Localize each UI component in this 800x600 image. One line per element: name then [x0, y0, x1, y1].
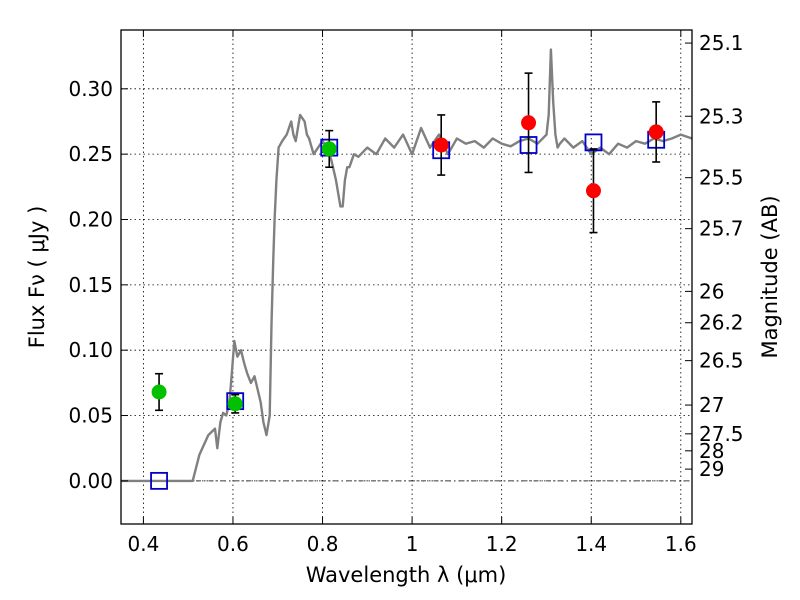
x-tick-label: 0.4: [127, 532, 159, 556]
x-tick-label: 1.2: [486, 532, 518, 556]
y2-tick-label: 25.1: [699, 31, 744, 55]
plot-frame: [120, 29, 693, 525]
y-tick-label: 0.00: [68, 469, 113, 493]
observed-flux-point: [151, 384, 167, 400]
observed-flux-point: [585, 183, 601, 199]
y2-tick-label: 28: [699, 439, 724, 463]
observed-flux-point: [648, 124, 664, 140]
x-tick-label: 0.8: [307, 532, 339, 556]
observed-flux-point: [521, 115, 537, 131]
x-tick-label: 1.4: [575, 532, 607, 556]
y2-tick-label: 26.2: [699, 311, 744, 335]
x-tick-label: 0.6: [217, 532, 249, 556]
y2-tick-label: 29: [699, 457, 724, 481]
y-tick-label: 0.30: [68, 77, 113, 101]
y2-tick-label: 26.5: [699, 349, 744, 373]
y-tick-label: 0.20: [68, 207, 113, 231]
x-tick-label: 1.6: [665, 532, 697, 556]
observed-flux-point: [227, 396, 243, 412]
axis-ticks: 0.4 0.6 0.8 1 1.2 1.4 1.6 0.00 0.05 0.10 0.15 0.20 0…: [68, 30, 744, 556]
y2-tick-label: 25.5: [699, 166, 744, 190]
x-tick-label: 1: [406, 532, 419, 556]
y-tick-label: 0.10: [68, 338, 113, 362]
y-tick-label: 0.25: [68, 142, 113, 166]
observed-flux-point: [433, 137, 449, 153]
y-tick-label: 0.15: [68, 273, 113, 297]
model-flux-square: [150, 471, 168, 490]
x-axis-label: Wavelength λ (μm): [306, 563, 507, 587]
y2-tick-label: 25.7: [699, 217, 744, 241]
model-spectrum-line: [121, 48, 692, 483]
y-tick-label: 0.05: [68, 404, 113, 428]
y2-axis-label: Magnitude (AB): [758, 195, 782, 358]
y-axis-label: Flux Fν ( μJy ): [25, 206, 49, 349]
y2-tick-label: 26: [699, 279, 724, 303]
observed-flux-point: [321, 141, 337, 157]
y2-tick-label: 27: [699, 393, 724, 417]
y2-tick-label: 25.3: [699, 104, 744, 128]
plot-area: [121, 48, 692, 490]
grid-lines: [121, 30, 692, 524]
y2-tick-label: 27.5: [699, 422, 744, 446]
